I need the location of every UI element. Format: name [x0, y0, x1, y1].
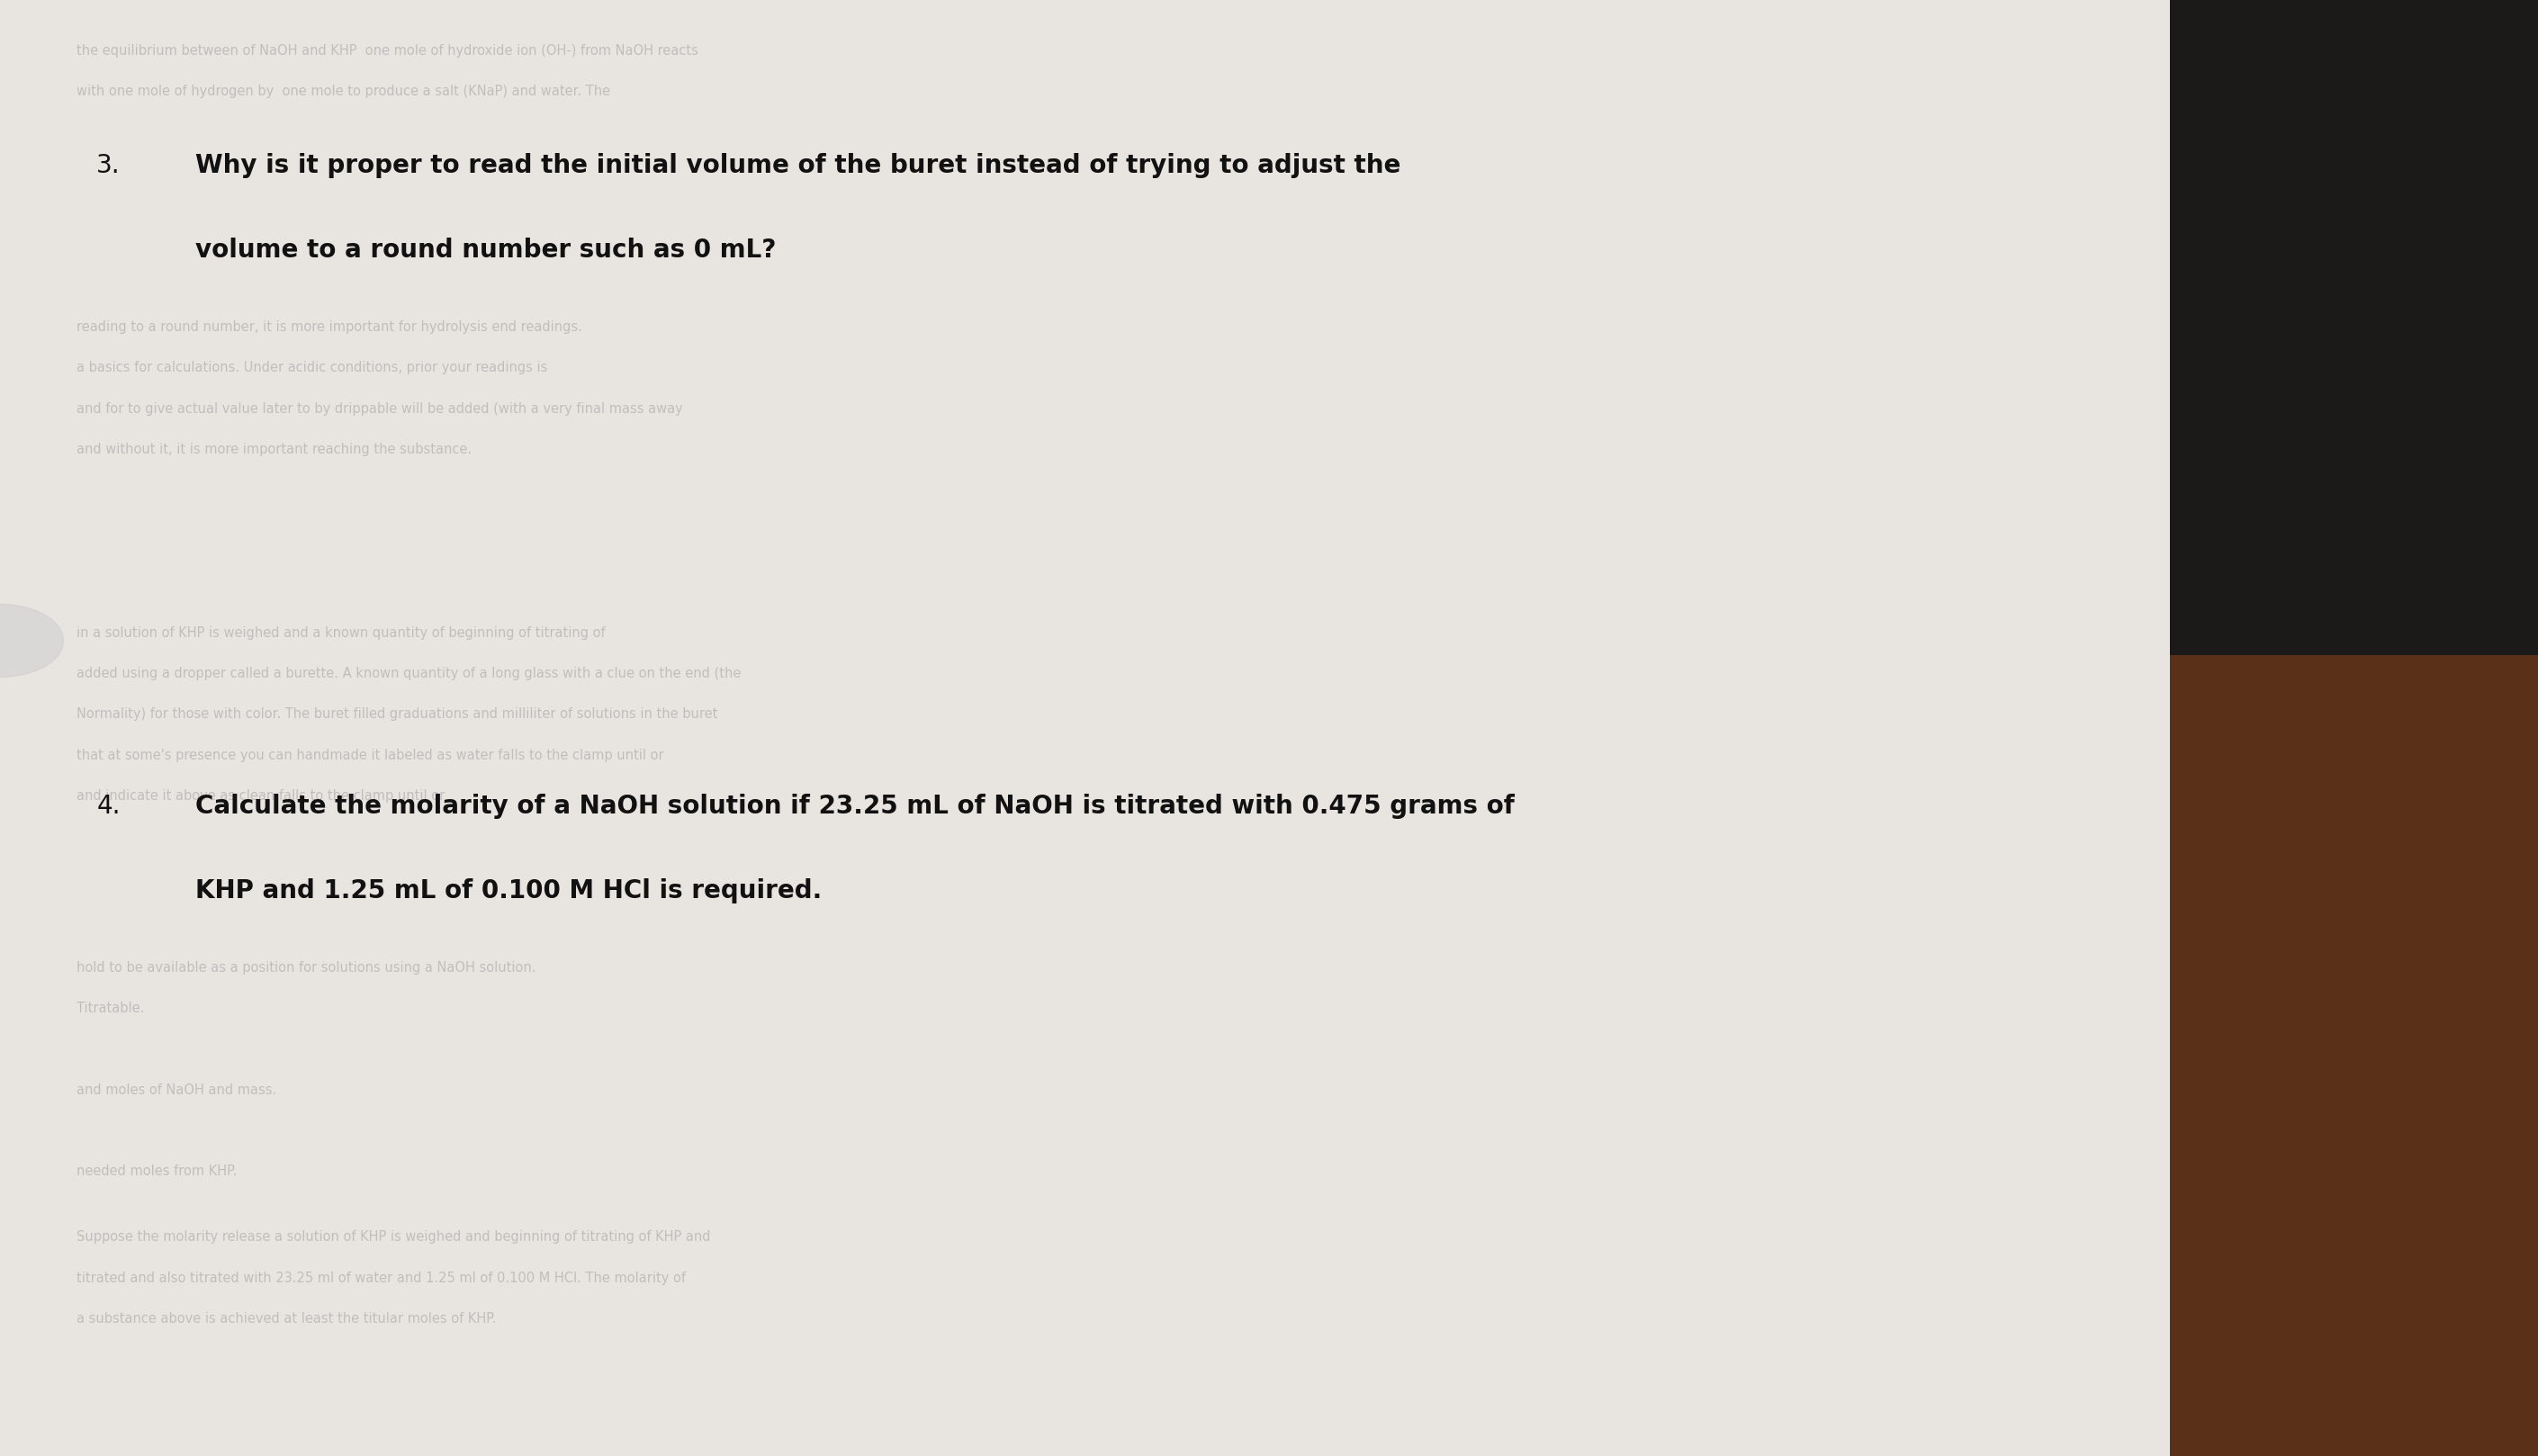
Text: the equilibrium between of NaOH and KHP  one mole of hydroxide ion (OH-) from Na: the equilibrium between of NaOH and KHP … [76, 44, 698, 57]
Text: hold to be available as a position for solutions using a NaOH solution.: hold to be available as a position for s… [76, 961, 536, 974]
Text: added using a dropper called a burette. A known quantity of a long glass with a : added using a dropper called a burette. … [76, 667, 741, 680]
Text: needed moles from KHP.: needed moles from KHP. [76, 1165, 236, 1178]
Text: titrated and also titrated with 23.25 ml of water and 1.25 ml of 0.100 M HCl. Th: titrated and also titrated with 23.25 ml… [76, 1271, 685, 1284]
Circle shape [0, 604, 63, 677]
Text: and indicate it above as clean falls to the clamp until or: and indicate it above as clean falls to … [76, 789, 444, 802]
Polygon shape [2170, 655, 2538, 1456]
Text: and without it, it is more important reaching the substance.: and without it, it is more important rea… [76, 443, 472, 456]
Text: a substance above is achieved at least the titular moles of KHP.: a substance above is achieved at least t… [76, 1312, 495, 1325]
Text: that at some's presence you can handmade it labeled as water falls to the clamp : that at some's presence you can handmade… [76, 748, 662, 761]
Text: in a solution of KHP is weighed and a known quantity of beginning of titrating o: in a solution of KHP is weighed and a kn… [76, 626, 604, 639]
Text: 3.: 3. [96, 153, 119, 178]
Text: with one mole of hydrogen by  one mole to produce a salt (KNaP) and water. The: with one mole of hydrogen by one mole to… [76, 84, 609, 98]
Text: Titratable.: Titratable. [76, 1002, 145, 1015]
Text: KHP and 1.25 mL of 0.100 M HCl is required.: KHP and 1.25 mL of 0.100 M HCl is requir… [195, 878, 822, 903]
Text: and for to give actual value later to by drippable will be added (with a very fi: and for to give actual value later to by… [76, 402, 683, 415]
Text: reading to a round number, it is more important for hydrolysis end readings.: reading to a round number, it is more im… [76, 320, 581, 333]
Text: Why is it proper to read the initial volume of the buret instead of trying to ad: Why is it proper to read the initial vol… [195, 153, 1401, 178]
Text: Calculate the molarity of a NaOH solution if 23.25 mL of NaOH is titrated with 0: Calculate the molarity of a NaOH solutio… [195, 794, 1515, 818]
Polygon shape [2170, 0, 2538, 655]
Text: Normality) for those with color. The buret filled graduations and milliliter of : Normality) for those with color. The bur… [76, 708, 718, 721]
Text: Suppose the molarity release a solution of KHP is weighed and beginning of titra: Suppose the molarity release a solution … [76, 1230, 711, 1243]
Text: a basics for calculations. Under acidic conditions, prior your readings is: a basics for calculations. Under acidic … [76, 361, 548, 374]
Text: volume to a round number such as 0 mL?: volume to a round number such as 0 mL? [195, 237, 777, 262]
Text: and moles of NaOH and mass.: and moles of NaOH and mass. [76, 1083, 277, 1096]
Polygon shape [0, 0, 2170, 1456]
Text: 4.: 4. [96, 794, 119, 818]
